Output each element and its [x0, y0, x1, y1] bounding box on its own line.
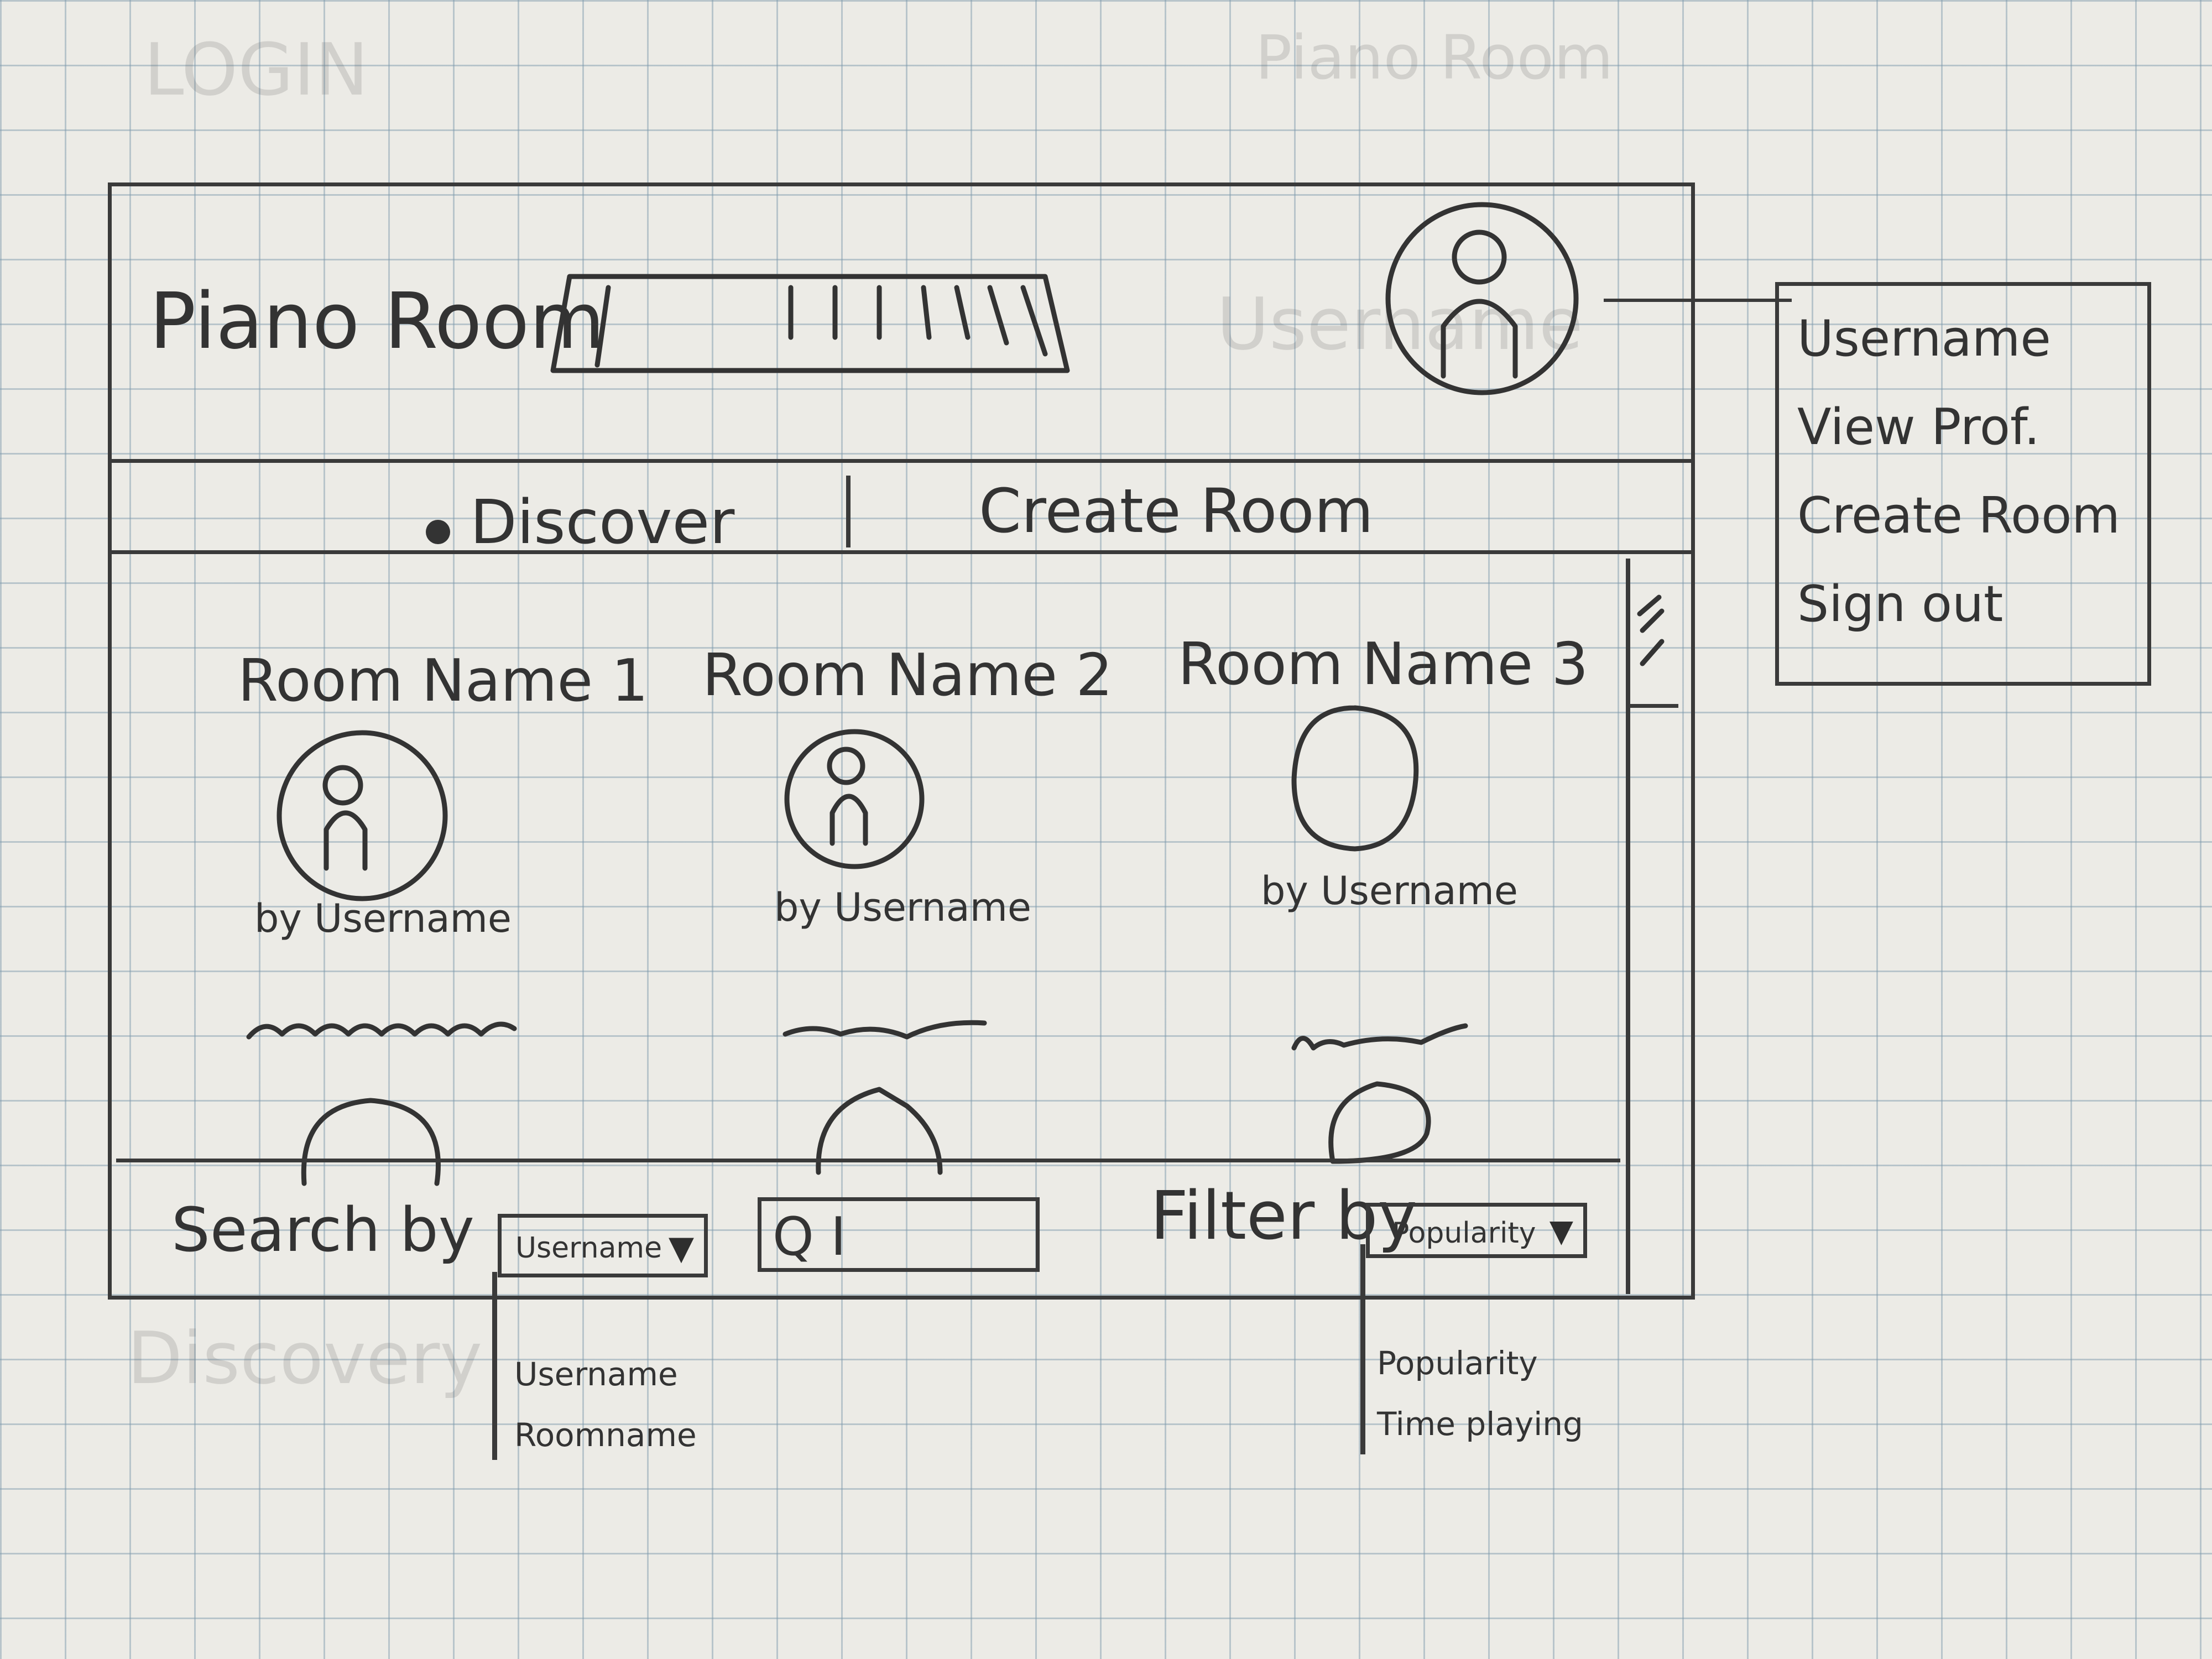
profile-menu-sign-out[interactable]: Sign out [1797, 575, 2004, 633]
scroll-grip-icon [1637, 594, 1665, 666]
search-by-select-value: Username [515, 1232, 662, 1265]
room-name-1[interactable]: Room Name 1 [238, 647, 649, 714]
search-input[interactable]: Q I [758, 1197, 1040, 1272]
profile-menu-username[interactable]: Username [1797, 310, 2051, 368]
scrollbar-thumb[interactable] [1629, 559, 1678, 708]
tab-create-room[interactable]: Create Room [979, 476, 1374, 546]
filter-option-time-playing[interactable]: Time playing [1377, 1405, 1583, 1443]
room-1-avatar-icon[interactable] [271, 724, 453, 907]
profile-menu [1775, 282, 2151, 686]
faint-discovery-text: Discovery [127, 1316, 483, 1400]
filter-option-popularity[interactable]: Popularity [1377, 1344, 1538, 1382]
room-3-description-squiggle [1291, 1023, 1468, 1051]
profile-avatar-icon[interactable] [1377, 194, 1587, 404]
room-3-avatar-icon[interactable] [1283, 697, 1427, 857]
active-tab-dot [426, 520, 450, 544]
faint-username-text: Username [1217, 282, 1583, 366]
search-input-value: Q I [773, 1207, 846, 1267]
faint-title-text: Piano Room [1255, 22, 1614, 93]
room-1-join-icon[interactable] [293, 1089, 453, 1189]
room-1-description-squiggle [246, 1021, 517, 1040]
profile-menu-create-room[interactable]: Create Room [1797, 487, 2120, 545]
room-name-3[interactable]: Room Name 3 [1178, 630, 1589, 698]
filter-by-select[interactable]: Popularity ▼ [1366, 1203, 1587, 1258]
faint-login-text: LOGIN [144, 28, 369, 112]
search-by-select[interactable]: Username ▼ [498, 1214, 708, 1277]
profile-menu-view-profile[interactable]: View Prof. [1797, 398, 2040, 456]
room-2-avatar-icon[interactable] [780, 724, 929, 874]
room-2-description-squiggle [782, 1020, 987, 1040]
room-2-owner: by Username [774, 885, 1031, 930]
room-3-join-icon[interactable] [1316, 1067, 1438, 1178]
scrollbar-track[interactable] [1626, 559, 1630, 1294]
menu-connector [1604, 299, 1792, 302]
filter-dropdown-line [1360, 1244, 1365, 1454]
room-name-2[interactable]: Room Name 2 [702, 641, 1113, 709]
app-title: Piano Room [149, 276, 605, 367]
app-window [108, 182, 1695, 1300]
filter-by-select-value: Popularity [1392, 1217, 1536, 1250]
search-dropdown-line [492, 1272, 497, 1460]
triangle-down-icon: ▼ [1549, 1213, 1573, 1249]
tab-separator [846, 476, 851, 547]
room-2-join-icon[interactable] [807, 1073, 951, 1178]
search-by-label: Search by [171, 1194, 474, 1265]
footer-divider [116, 1159, 1620, 1162]
nav-divider [108, 550, 1695, 554]
header-divider [108, 459, 1695, 463]
search-option-roomname[interactable]: Roomname [514, 1416, 697, 1454]
triangle-down-icon: ▼ [668, 1229, 694, 1267]
search-option-username[interactable]: Username [514, 1355, 678, 1393]
room-1-owner: by Username [254, 896, 512, 941]
tab-discover[interactable]: Discover [470, 487, 735, 557]
room-3-owner: by Username [1261, 868, 1518, 914]
piano-keyboard-icon [550, 274, 1070, 373]
filter-by-label: Filter by [1150, 1178, 1417, 1255]
